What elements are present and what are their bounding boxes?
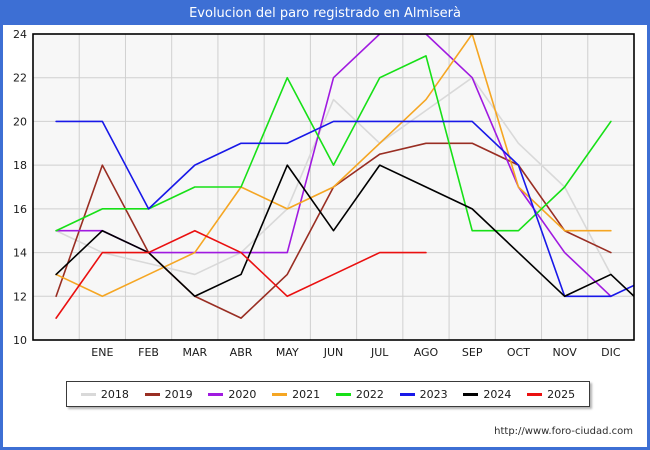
legend-swatch-icon [399,392,415,396]
legend-label: 2021 [292,387,321,401]
legend-label: 2020 [228,387,257,401]
legend-item-2025[interactable]: 2025 [527,388,575,401]
source-url: http://www.foro-ciudad.com [494,426,633,437]
line-chart-svg: 10 12 14 16 18 20 22 24 ENE FEB MAR ABR MAY JUN JUL AGO… [13,28,635,359]
legend-label: 2025 [547,387,576,401]
series-group [55,34,634,319]
x-axis-tick-label: ABR [230,346,253,359]
y-axis-tick-label: 14 [13,247,27,260]
legend-swatch-icon [80,392,96,396]
y-axis-tick-label: 16 [13,203,27,216]
x-axis-tick-label: SEP [462,346,483,359]
legend-swatch-icon [527,392,543,396]
x-axis-tick-label: FEB [138,346,159,359]
legend-item-2023[interactable]: 2023 [399,387,448,401]
x-axis-tick-label: MAR [182,346,207,359]
y-axis-tick-label: 12 [13,290,27,303]
legend-item-2020[interactable]: 2020 [208,388,256,401]
legend-swatch-icon [208,392,224,396]
series-line-2023 [55,120,634,298]
x-axis-tick-label: MAY [276,346,299,359]
legend-item-2024[interactable]: 2024 [463,388,511,401]
legend-item-2021[interactable]: 2021 [272,388,320,401]
legend-swatch-icon [335,392,351,396]
legend-label: 2019 [164,387,193,401]
chart-area: 10 12 14 16 18 20 22 24 ENE FEB MAR ABR MAY JUN JUL AGO… [3,25,647,365]
page-title: Evolucion del paro registrado en Almiser… [3,3,647,25]
legend-item-2018[interactable]: 2018 [80,387,129,401]
series-line-2021 [55,34,612,298]
x-axis-tick-label: AGO [414,346,439,359]
legend-label: 2018 [100,387,129,401]
legend-label: 2022 [355,387,384,401]
x-axis-tick-label: OCT [507,346,530,359]
legend-label: 2023 [419,387,448,401]
x-axis-tick-label: JUN [323,346,344,359]
x-axis-tick-label: DIC [601,346,621,359]
series-line-2025 [55,229,427,319]
x-axis-tick-label: NOV [553,346,578,359]
series-line-2024 [55,164,634,298]
legend-swatch-icon [144,392,160,396]
y-axis-tick-label: 24 [13,28,27,41]
legend-swatch-icon [463,392,479,396]
legend-item-2019[interactable]: 2019 [144,387,193,401]
y-axis-tick-label: 18 [13,159,27,172]
x-axis-tick-label: JUL [370,346,389,359]
legend-item-2022[interactable]: 2022 [335,387,384,401]
legend-swatch-icon [272,392,288,396]
y-axis-tick-label: 10 [13,334,27,347]
plot-border [32,33,635,341]
y-axis-tick-label: 20 [13,115,27,128]
series-line-2018 [55,76,612,276]
legend-label: 2024 [483,387,512,401]
y-axis-tick-label: 22 [13,72,27,85]
chart-legend: 2018 2019 2020 2021 2022 2023 2024 2025 [66,381,590,407]
x-axis-tick-label: ENE [91,346,113,359]
